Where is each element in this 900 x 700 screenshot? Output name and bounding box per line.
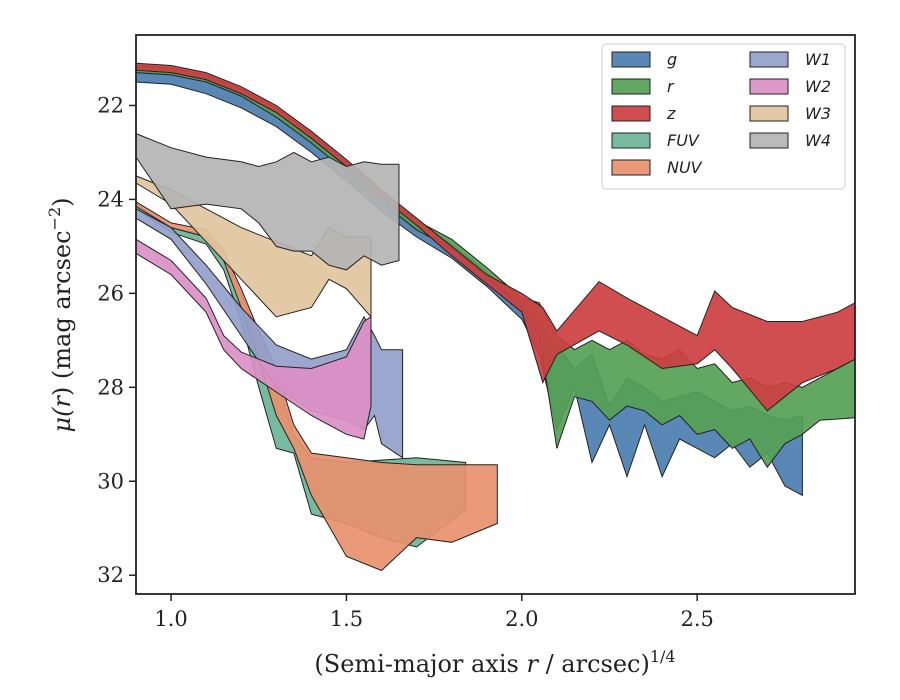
legend-item-w3: W3 [749, 104, 831, 123]
legend-label: W1 [805, 50, 831, 69]
legend-label: W4 [805, 131, 831, 150]
legend-swatch [611, 78, 651, 95]
legend-item-nuv: NUV [611, 158, 703, 177]
legend-swatch [749, 78, 789, 95]
legend-swatch [749, 105, 789, 122]
legend-item-r: r [611, 77, 675, 96]
legend-swatch [611, 132, 651, 149]
band-w3 [135, 175, 372, 319]
legend-label: r [667, 77, 675, 96]
legend-item-w4: W4 [749, 131, 831, 150]
plot-frame [135, 34, 856, 595]
x-tick-label: 1.0 [154, 607, 187, 631]
legend-swatch [749, 132, 789, 149]
y-tick-label: 28 [97, 375, 124, 399]
legend-label: z [666, 104, 676, 123]
legend-swatch [749, 51, 789, 68]
y-tick-label: 32 [97, 563, 124, 587]
legend-swatch [611, 105, 651, 122]
legend-item-w1: W1 [749, 50, 831, 69]
y-axis-title: μ(r) (mag arcsec−2) [45, 197, 76, 432]
x-tick-label: 2.0 [505, 607, 538, 631]
x-axis-title: (Semi-major axis r / arcsec)1/4 [314, 647, 675, 678]
legend-label: NUV [667, 158, 703, 177]
x-tick-label: 2.5 [680, 607, 713, 631]
band-nuv [135, 200, 498, 572]
band-w2 [135, 238, 372, 440]
x-axis: 1.0 1.5 2.0 2.5 [154, 594, 714, 631]
legend-item-fuv: FUV [611, 131, 700, 150]
y-axis: 22 24 26 28 30 32 [97, 93, 136, 587]
band-w4 [135, 132, 400, 271]
legend: grz FUV NUV W1 W2 W3 W4 [601, 43, 846, 190]
legend-swatch [611, 159, 651, 176]
legend-item-w2: W2 [749, 77, 831, 96]
legend-label: W2 [805, 77, 831, 96]
y-tick-label: 24 [97, 187, 124, 211]
legend-swatch [611, 51, 651, 68]
legend-label: g [667, 50, 677, 69]
y-tick-label: 22 [97, 93, 124, 117]
y-tick-label: 30 [97, 469, 124, 493]
legend-item-g: g [611, 50, 677, 69]
x-tick-label: 1.5 [330, 607, 363, 631]
legend-item-z: z [611, 104, 676, 123]
y-tick-label: 26 [97, 281, 124, 305]
legend-label: W3 [805, 104, 831, 123]
legend-label: FUV [667, 131, 700, 150]
bands-layer [135, 62, 856, 572]
